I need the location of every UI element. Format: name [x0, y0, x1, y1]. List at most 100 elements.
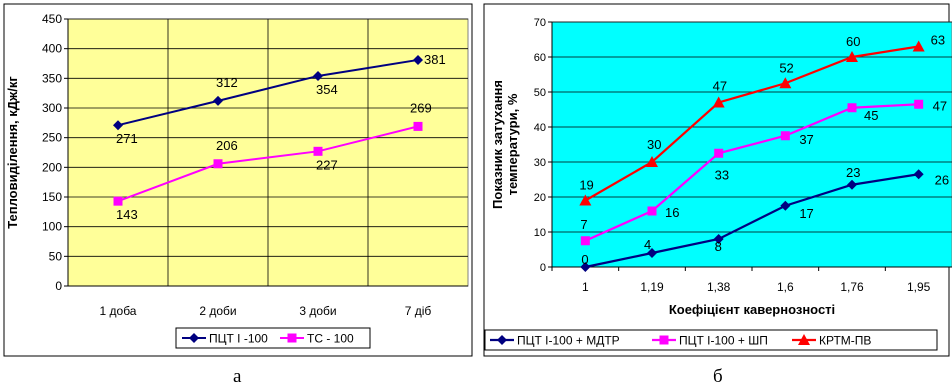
data-label: 0: [581, 252, 588, 267]
data-point: [912, 40, 925, 52]
x-tick-label: 1,19: [640, 280, 664, 294]
data-label: 7: [580, 217, 587, 232]
legend-label: ПЦТ І-100 + МДТР: [517, 334, 620, 348]
y-tick-label: 10: [534, 227, 546, 239]
data-label: 33: [715, 167, 729, 182]
data-point: [213, 95, 223, 106]
legend-box: [175, 327, 371, 349]
data-point: [413, 54, 423, 65]
data-point: [580, 262, 591, 272]
x-tick-label: 1,76: [840, 280, 864, 294]
y-tick-label: 150: [42, 190, 62, 204]
legend-marker: [798, 334, 810, 345]
legend-marker: [659, 335, 669, 345]
data-label: 381: [424, 52, 446, 67]
data-point: [779, 77, 792, 89]
legend-marker: [189, 333, 199, 343]
data-label: 354: [316, 82, 338, 97]
data-label: 60: [846, 34, 860, 49]
legend-box: [484, 329, 938, 351]
x-axis-label: Коефіцієнт кавернозності: [669, 302, 835, 317]
x-tick-label: 7 діб: [405, 304, 432, 318]
data-label: 16: [665, 205, 679, 220]
x-tick-label: 3 доби: [299, 304, 336, 318]
data-point: [712, 96, 725, 108]
y-tick-label: 70: [534, 17, 546, 29]
x-tick-label: 1,95: [907, 280, 931, 294]
data-point: [580, 236, 590, 246]
caption-b: б: [713, 366, 723, 387]
caption-a: а: [233, 366, 242, 387]
y-tick-label: 50: [49, 249, 63, 263]
y-tick-label: 50: [534, 87, 546, 99]
x-tick-label: 1: [582, 280, 589, 294]
legend-label: КРТМ-ПВ: [819, 334, 871, 348]
data-label: 47: [933, 98, 947, 113]
series-line: [585, 173, 919, 269]
data-label: 52: [779, 60, 793, 75]
data-label: 4: [644, 237, 651, 252]
data-label: 26: [935, 172, 949, 187]
data-point: [714, 148, 724, 158]
data-label: 63: [931, 33, 945, 48]
data-point: [780, 200, 791, 211]
y-tick-label: 350: [42, 71, 62, 85]
chart-a: 0 50 100 150 200 250 300 350 400 450 1 доба 2 доби 3…: [3, 3, 473, 357]
data-label: 312: [216, 75, 238, 90]
x-tick-label: 1,38: [707, 280, 731, 294]
data-point: [847, 179, 857, 190]
y-tick-label: 400: [42, 42, 62, 56]
data-point: [847, 103, 857, 113]
data-point: [713, 234, 724, 244]
y-tick-label: 0: [540, 262, 546, 274]
y-tick-label: 250: [42, 131, 62, 145]
y-tick-label: 20: [534, 192, 546, 204]
data-label: 227: [316, 157, 338, 172]
data-point: [780, 131, 790, 141]
data-label: 271: [116, 131, 138, 146]
data-label: 8: [715, 239, 722, 254]
y-tick-label: 100: [42, 220, 62, 234]
data-label: 37: [799, 132, 813, 147]
y-axis-label: Тепловиділення, кДж/кг: [5, 76, 20, 229]
y-tick-label: 300: [42, 101, 62, 115]
data-point: [846, 51, 858, 62]
series-line: [584, 103, 919, 242]
legend-label: ПЦТ І -100: [209, 332, 268, 346]
legend-label: ТС - 100: [307, 332, 354, 346]
legend-marker: [287, 333, 297, 343]
data-label: 143: [116, 207, 138, 222]
data-label: 30: [647, 137, 661, 152]
data-point: [647, 248, 657, 258]
x-tick-label: 1,6: [777, 280, 794, 294]
data-label: 19: [579, 178, 593, 193]
chart-border: [3, 3, 473, 357]
data-point: [646, 156, 658, 167]
y-tick-label: 40: [534, 122, 546, 134]
data-point: [647, 206, 657, 216]
data-point: [113, 196, 123, 206]
data-label: 206: [216, 138, 238, 153]
y-tick-label: 450: [42, 12, 62, 26]
legend-marker: [497, 335, 507, 345]
y-tick-label: 0: [55, 279, 62, 293]
x-tick-label: 1 доба: [100, 304, 137, 318]
data-label: 23: [846, 165, 860, 180]
series-line: [117, 58, 419, 127]
data-point: [914, 99, 924, 109]
data-point: [213, 159, 223, 169]
data-point: [113, 120, 123, 131]
series-line: [584, 45, 919, 202]
y-axis-label-line1: Показник затухання: [490, 80, 505, 209]
data-label: 17: [799, 206, 813, 221]
data-label: 47: [713, 79, 727, 94]
series-line: [117, 125, 419, 203]
data-point: [313, 70, 323, 81]
x-tick-label: 2 доби: [199, 304, 236, 318]
data-point: [313, 146, 323, 156]
y-tick-label: 60: [534, 52, 546, 64]
y-tick-label: 200: [42, 160, 62, 174]
y-axis-label-line2: температури, %: [505, 93, 520, 195]
data-point: [579, 194, 592, 206]
